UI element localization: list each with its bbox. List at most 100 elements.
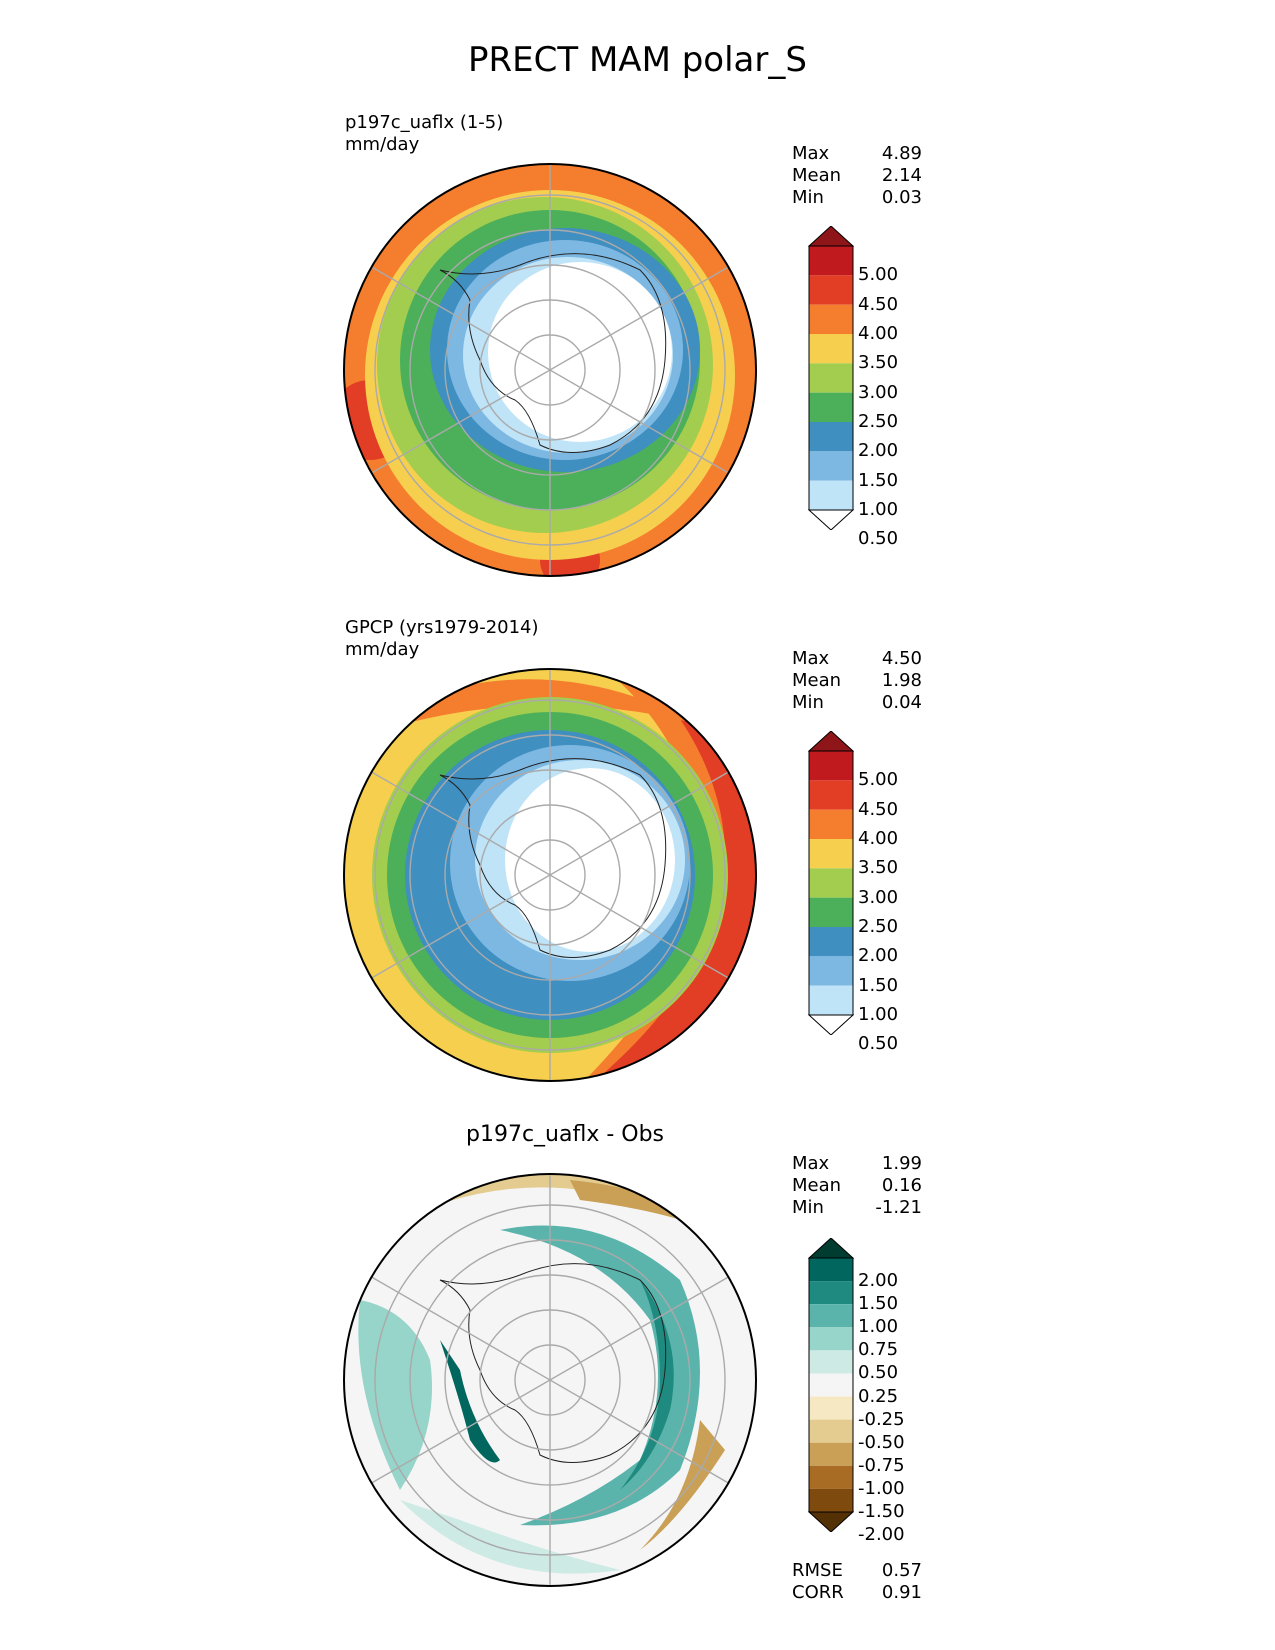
diff-colorbar (808, 1238, 854, 1532)
colorbar-segment (809, 1350, 853, 1374)
colorbar-tick-label: 1.00 (858, 499, 899, 520)
colorbar-outline (808, 750, 854, 1016)
panel-diff-stats: Max 1.99 Mean 0.16 Min -1.21 (792, 1153, 922, 1219)
colorbar-segment (809, 1258, 853, 1282)
diff-green-bottom (400, 1500, 620, 1574)
colorbar-tick-label: 3.00 (858, 381, 899, 403)
stat-value: 0.03 (881, 187, 922, 208)
colorbar-tick-label: 5.00 (858, 769, 899, 791)
colorbar-segment (809, 480, 853, 510)
diff-brown-top-dark (570, 1180, 710, 1230)
colorbar-segment (809, 1304, 853, 1328)
graticule (371, 669, 729, 1081)
graticule (371, 164, 729, 576)
stat-label: Min (792, 187, 824, 208)
colorbar-extend-min (808, 509, 854, 530)
colorbar-tick-label: 3.50 (858, 352, 899, 374)
stat-value: 0.04 (881, 692, 922, 713)
colorbar-tick-label: 4.50 (858, 293, 899, 315)
stat-value: 0.16 (881, 1175, 922, 1196)
colorbar-tick-label: 4.00 (858, 323, 899, 344)
panel-obs-name: GPCP (yrs1979-2014) (345, 617, 539, 638)
colorbar-tick-label: 2.00 (858, 1270, 899, 1292)
stat-value: 1.99 (881, 1153, 922, 1174)
antarctica-coastline (439, 1263, 667, 1463)
colorbar-extend-min (808, 1014, 854, 1035)
colorbar-segment (809, 275, 853, 305)
colorbar-tick-label: 5.00 (858, 264, 899, 286)
colorbar-tick-label: -2.00 (858, 1524, 905, 1546)
colorbar-segment (809, 809, 853, 839)
colorbar-tick-label: 1.50 (858, 1293, 899, 1315)
colorbar-tick-label: 1.00 (858, 1004, 899, 1025)
panel-obs-units: mm/day (345, 639, 420, 660)
stat-label: Mean (792, 670, 842, 691)
colorbar-tick-label: 1.50 (858, 469, 899, 491)
antarctica-coastline (439, 253, 667, 453)
colorbar-tick-label: 0.75 (858, 1339, 899, 1361)
panel-model-title: p197c_uaflx (1-5) mm/day (345, 112, 503, 156)
stat-value: 1.98 (881, 670, 922, 691)
stat-label: Max (792, 143, 830, 164)
colorbar-segment (809, 839, 853, 869)
stat-label: Mean (792, 165, 842, 186)
stat-value: 0.57 (881, 1560, 922, 1581)
stat-label: Min (792, 1197, 824, 1218)
stat-label: Max (792, 648, 830, 669)
colorbar-tick-label: 4.00 (858, 828, 899, 849)
model-colorbar (808, 226, 854, 530)
colorbar-outline (808, 1257, 854, 1513)
colorbar-segment (809, 304, 853, 334)
colorbar-segment (809, 1396, 853, 1420)
colorbar-segment (809, 1327, 853, 1351)
colorbar-segment (809, 868, 853, 898)
diff-green-inner (440, 1340, 500, 1463)
colorbar-segment (809, 392, 853, 422)
colorbar-tick-label: -1.50 (858, 1501, 905, 1522)
model-polar-map (343, 163, 757, 577)
panel-model-units: mm/day (345, 134, 420, 155)
colorbar-tick-label: 0.50 (858, 528, 899, 550)
colorbar-extend-max (808, 1238, 854, 1259)
colorbar-tick-label: 3.50 (858, 857, 899, 879)
panel-model-stats: Max 4.89 Mean 2.14 Min 0.03 (792, 143, 922, 209)
figure-title: PRECT MAM polar_S (468, 40, 807, 80)
colorbar-segment (809, 422, 853, 452)
colorbar-tick-label: 2.50 (858, 916, 899, 937)
colorbar-tick-label: 2.00 (858, 440, 899, 462)
colorbar-tick-label: 4.50 (858, 798, 899, 820)
colorbar-tick-label: 2.50 (858, 411, 899, 432)
band-white (505, 768, 675, 952)
diff-green-ring-dark (620, 1280, 674, 1490)
antarctica-coastline (439, 758, 667, 958)
colorbar-tick-label: 2.00 (858, 945, 899, 967)
stat-value: 4.50 (881, 648, 922, 669)
obs-polar-map (343, 668, 757, 1082)
obs-colorbar (808, 731, 854, 1035)
colorbar-segment (809, 246, 853, 276)
stat-value: 0.91 (881, 1582, 922, 1603)
colorbar-outline (808, 245, 854, 511)
colorbar-segment (809, 897, 853, 927)
colorbar-segment (809, 780, 853, 810)
diff-brown-right (640, 1420, 725, 1550)
colorbar-tick-label: 1.50 (858, 974, 899, 996)
colorbar-segment (809, 1281, 853, 1305)
panel-model-name: p197c_uaflx (1-5) (345, 112, 504, 133)
colorbar-segment (809, 363, 853, 393)
colorbar-segment (809, 956, 853, 986)
colorbar-segment (809, 1419, 853, 1443)
colorbar-tick-label: -1.00 (858, 1477, 905, 1499)
stat-label: RMSE (792, 1560, 843, 1581)
colorbar-tick-label: 3.00 (858, 886, 899, 908)
stat-value: 2.14 (881, 165, 922, 186)
panel-obs-stats: Max 4.50 Mean 1.98 Min 0.04 (792, 648, 922, 714)
colorbar-segment (809, 751, 853, 781)
stat-label: Min (792, 692, 824, 713)
colorbar-tick-label: -0.75 (858, 1454, 905, 1476)
band-red (590, 705, 756, 1081)
graticule (371, 1174, 729, 1586)
colorbar-tick-label: -0.25 (858, 1408, 905, 1430)
stat-label: CORR (792, 1582, 844, 1603)
colorbar-tick-label: 0.25 (858, 1385, 899, 1407)
